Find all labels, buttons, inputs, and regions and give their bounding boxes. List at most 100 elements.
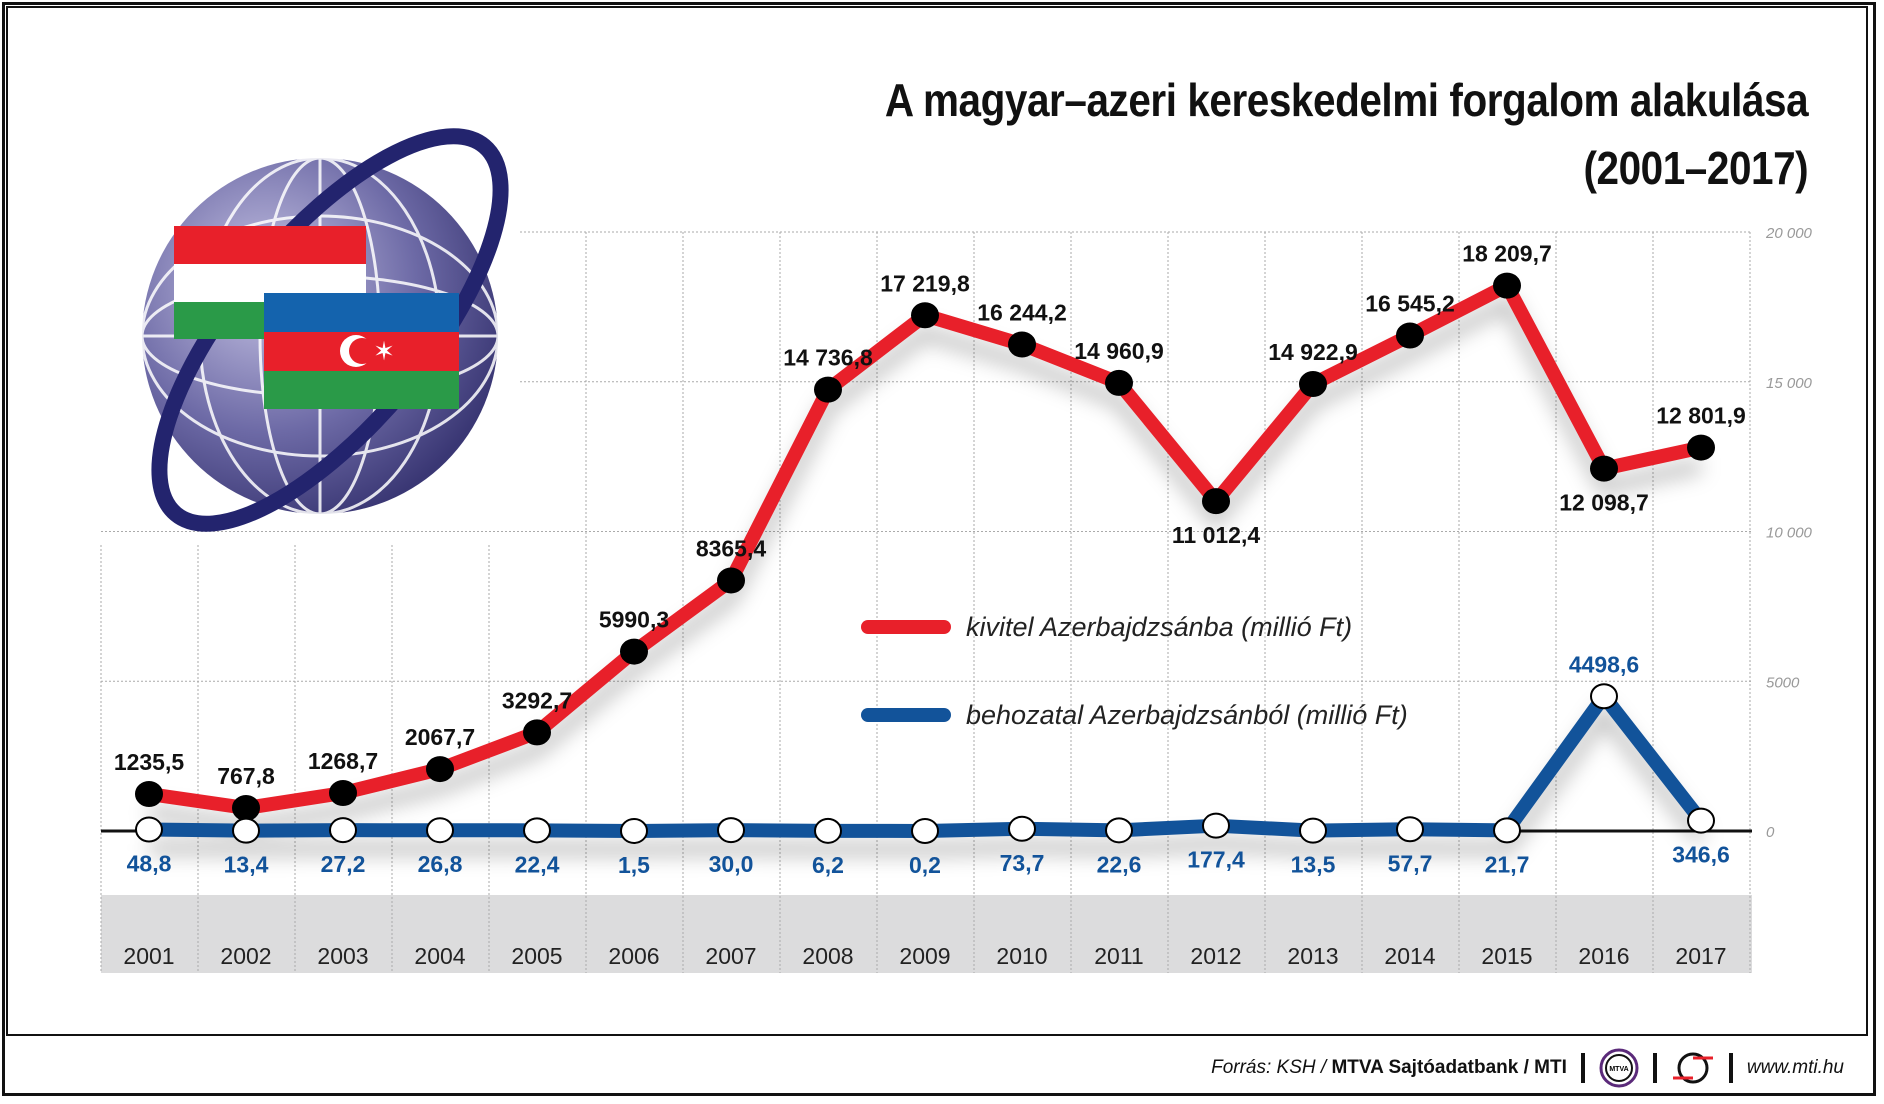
data-point [911,817,939,844]
data-label: 14 960,9 [1074,338,1164,364]
legend-label: behozatal Azerbajdzsánból (millió Ft) [966,700,1408,730]
x-tick-label: 2017 [1675,943,1726,969]
y-tick-label: 15 000 [1766,375,1813,392]
chart-title: A magyar–azeri kereskedelmi forgalom ala… [884,66,1809,202]
mti-logo-icon [1672,1052,1713,1084]
data-label: 26,8 [418,851,463,877]
data-point [814,817,842,844]
footer: Forrás: KSH / MTVA Sajtóadatbank / MTI M… [1211,1048,1844,1088]
x-tick-label: 2006 [608,943,659,969]
x-tick-label: 2004 [414,943,465,969]
data-label: 5990,3 [599,607,669,633]
data-label: 14 922,9 [1268,339,1358,365]
y-tick-label: 5000 [1766,674,1800,691]
x-tick-label: 2009 [899,943,950,969]
data-point [232,817,260,844]
data-label: 73,7 [1000,850,1045,876]
data-label: 1268,7 [308,748,378,774]
data-point [1105,369,1133,396]
x-tick-label: 2012 [1190,943,1241,969]
data-label: 12 098,7 [1559,490,1649,516]
data-label: 57,7 [1388,850,1433,876]
data-point [620,817,648,844]
subtitle-line: (2001–2017) [1583,142,1808,194]
website-link[interactable]: www.mti.hu [1746,1057,1844,1078]
x-tick-label: 2014 [1384,943,1435,969]
data-label: 8365,4 [696,535,767,561]
data-label: 346,6 [1672,842,1730,868]
chart-frame [6,6,1868,1036]
source-text: Forrás: KSH / MTVA Sajtóadatbank / MTI [1211,1057,1567,1079]
data-point [1493,272,1521,299]
data-point [523,817,551,844]
data-label: 21,7 [1485,851,1530,877]
data-label: 18 209,7 [1462,241,1552,267]
source-bold: MTVA Sajtóadatbank / MTI [1331,1057,1567,1078]
svg-text:✶: ✶ [373,336,395,366]
data-point [717,817,745,844]
x-tick-label: 2003 [317,943,368,969]
y-tick-label: 20 000 [1765,225,1813,242]
title-line: A magyar–azeri kereskedelmi forgalom ala… [884,74,1809,126]
data-label: 12 801,9 [1656,403,1746,429]
data-point [1299,817,1327,844]
series-shadow [147,294,1703,834]
legend-label: kivitel Azerbajdzsánba (millió Ft) [966,612,1352,642]
data-point [911,302,939,329]
data-label: 1235,5 [114,749,185,775]
globe-flags-illustration: ✶ [140,128,509,532]
data-point [717,567,745,594]
data-label: 48,8 [127,851,172,877]
x-axis-band [101,895,1752,973]
x-tick-label: 2007 [705,943,756,969]
x-tick-label: 2002 [220,943,271,969]
data-point [232,795,260,822]
data-label: 2067,7 [405,724,475,750]
data-point [1396,322,1424,349]
data-label: 3292,7 [502,687,572,713]
x-tick-label: 2016 [1578,943,1629,969]
data-point [1299,371,1327,398]
series-shadow [148,702,1707,856]
data-label: 16 244,2 [977,299,1067,325]
data-point [1202,812,1230,839]
separator [1652,1053,1657,1083]
separator [1728,1053,1733,1083]
data-label: 14 736,8 [783,345,873,371]
data-label: 13,4 [224,852,269,878]
data-label: 22,4 [515,851,560,877]
x-tick-label: 2013 [1287,943,1338,969]
data-label: 30,0 [709,851,754,877]
data-label: 767,8 [217,763,275,789]
data-point [1590,683,1618,710]
data-point [1396,816,1424,843]
data-point [1687,807,1715,834]
data-point [1687,434,1715,461]
x-tick-label: 2005 [511,943,562,969]
data-point [1493,817,1521,844]
data-label: 1,5 [618,852,650,878]
x-tick-label: 2008 [802,943,853,969]
separator [1580,1053,1585,1083]
x-tick-label: 2011 [1094,943,1143,969]
data-point [135,816,163,843]
data-point [426,756,454,783]
data-point [1590,455,1618,482]
source-prefix: Forrás: KSH / [1211,1057,1332,1078]
data-label: 13,5 [1291,852,1336,878]
x-tick-label: 2015 [1481,943,1532,969]
data-label: 17 219,8 [880,270,970,296]
data-point [1008,331,1036,358]
x-tick-label: 2010 [996,943,1047,969]
data-point [1202,488,1230,515]
data-point [426,817,454,844]
data-label: 22,6 [1097,851,1142,877]
data-label: 27,2 [321,851,366,877]
data-label: 16 545,2 [1365,290,1455,316]
data-label: 177,4 [1187,847,1245,873]
data-label: 6,2 [812,852,844,878]
svg-text:MTVA: MTVA [1609,1066,1628,1073]
data-label: 0,2 [909,852,941,878]
